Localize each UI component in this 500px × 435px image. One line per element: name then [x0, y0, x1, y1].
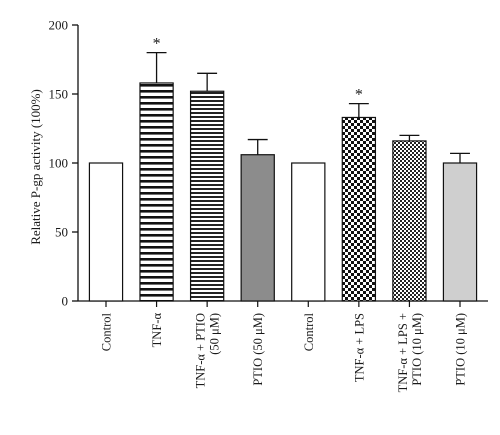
significance-marker: * [153, 36, 161, 53]
bars [88, 51, 478, 302]
x-category-label: TNF-α + PTIO (50 μM) [194, 313, 222, 388]
x-category-label-line: PTIO (50 μM) [251, 313, 265, 386]
bar [189, 90, 225, 302]
x-category-label-line: TNF-α [150, 313, 164, 348]
x-category-label: TNF-α + LPS + PTIO (10 μM) [396, 313, 424, 392]
y-tick-label: 50 [55, 225, 68, 240]
axes: 0 50 100 150 200 Relative P-gp activity (100%… [28, 18, 488, 309]
x-category-label-line: TNF-α + LPS + [396, 313, 410, 392]
significance-marker: * [355, 87, 363, 104]
y-tick-label: 200 [49, 18, 69, 33]
x-category-label: TNF-α [150, 313, 164, 348]
bar [139, 82, 174, 302]
x-category-label-line: PTIO (10 μM) [454, 313, 468, 386]
y-tick-label: 0 [62, 294, 69, 309]
bar [392, 140, 427, 302]
x-category-label-line: Control [100, 312, 114, 351]
x-category-label: PTIO (50 μM) [251, 313, 265, 386]
y-axis-title: Relative P-gp activity (100%) [28, 89, 43, 245]
x-category-label: PTIO (10 μM) [454, 313, 468, 386]
labels: Control * TNF-α TNF-α + PTIO (50 μM) PTIO (50… [100, 36, 468, 393]
bar [88, 162, 124, 302]
x-category-label-line: TNF-α + PTIO [194, 313, 208, 388]
x-category-label-line: (50 μM) [208, 313, 222, 355]
x-category-label-line: Control [302, 312, 316, 351]
x-category-label-line: TNF-α + LPS [352, 313, 366, 382]
bar [341, 116, 377, 302]
y-tick-label: 100 [49, 156, 69, 171]
x-category-label: TNF-α + LPS [352, 313, 366, 382]
x-category-label: Control [302, 312, 316, 351]
x-category-label-line: PTIO (10 μM) [410, 313, 424, 386]
y-tick-label: 150 [49, 87, 69, 102]
x-category-label: Control [100, 312, 114, 351]
bar [442, 162, 478, 302]
bar [240, 154, 275, 302]
bar [291, 162, 326, 302]
